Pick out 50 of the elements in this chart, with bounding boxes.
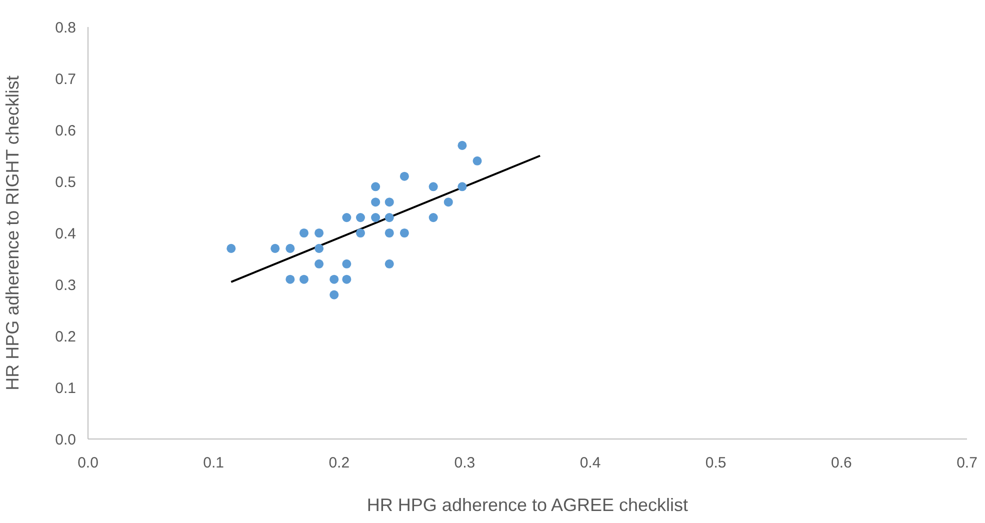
x-tick-label: 0.4: [580, 454, 601, 472]
point: [356, 228, 366, 238]
x-tick-label: 0.0: [78, 454, 98, 472]
y-axis-title: HR HPG adherence to RIGHT checklist: [2, 76, 22, 390]
point: [342, 274, 352, 284]
point: [270, 244, 280, 253]
x-axis-title: HR HPG adherence to AGREE checklist: [366, 495, 688, 515]
point: [384, 198, 394, 207]
x-tick-label: 0.5: [705, 454, 726, 472]
point: [226, 244, 236, 253]
point: [400, 228, 409, 238]
x-tick-label: 0.1: [203, 454, 224, 472]
point: [371, 213, 380, 222]
point: [472, 156, 482, 166]
point: [384, 213, 394, 222]
point: [458, 140, 467, 150]
point: [444, 198, 453, 207]
y-tick-label: 0.1: [55, 380, 76, 397]
point: [286, 274, 295, 284]
point: [428, 182, 438, 192]
point: [384, 259, 394, 268]
point: [314, 244, 324, 253]
point: [371, 198, 380, 207]
point: [299, 274, 308, 284]
point: [314, 228, 324, 238]
y-tick-label: 0.3: [55, 276, 76, 294]
x-tick-label: 0.3: [454, 454, 476, 472]
point: [356, 213, 366, 222]
y-tick-label: 0.6: [55, 122, 76, 140]
x-tick-label: 0.7: [956, 454, 978, 472]
y-tick-label: 0.7: [55, 70, 76, 88]
point: [330, 274, 339, 284]
x-tick-label: 0.6: [831, 454, 852, 472]
point: [314, 259, 324, 268]
point: [400, 172, 409, 181]
y-tick-label: 0.8: [55, 19, 76, 36]
y-tick-label: 0.5: [55, 174, 76, 191]
point: [299, 228, 308, 238]
point: [342, 259, 352, 268]
y-tick-label: 0.0: [55, 431, 76, 448]
y-tick-label: 0.2: [55, 328, 76, 346]
point: [428, 213, 438, 222]
point: [286, 244, 295, 253]
point: [342, 213, 352, 222]
point: [458, 182, 467, 192]
point: [330, 290, 339, 300]
point: [371, 182, 380, 192]
y-tick-label: 0.4: [55, 225, 76, 242]
point: [384, 228, 394, 238]
x-tick-label: 0.2: [328, 454, 350, 472]
